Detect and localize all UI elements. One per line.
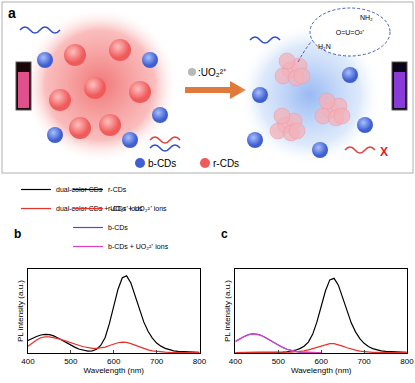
svg-text:a: a: [8, 5, 16, 21]
svg-text:r-CDs: r-CDs: [108, 186, 127, 193]
svg-text:b: b: [14, 227, 21, 241]
svg-text:dual-color CDs: dual-color CDs: [56, 186, 103, 193]
svg-text:PL intensity (a.u.): PL intensity (a.u.): [16, 280, 25, 342]
svg-text:500: 500: [272, 357, 286, 366]
svg-text:O=U=O²⁺: O=U=O²⁺: [336, 29, 365, 36]
svg-text:b-CDs: b-CDs: [148, 158, 176, 169]
svg-text::UO₂²⁺: :UO₂²⁺: [198, 67, 227, 78]
svg-text:500: 500: [64, 357, 78, 366]
svg-text:b-CDs: b-CDs: [108, 224, 128, 231]
svg-text:c: c: [221, 227, 228, 241]
svg-text:b-CDs + UO₂²⁺ ions: b-CDs + UO₂²⁺ ions: [108, 243, 169, 250]
svg-text:600: 600: [107, 357, 121, 366]
svg-text:NH₂: NH₂: [360, 14, 373, 21]
svg-text:r-CDs: r-CDs: [213, 158, 239, 169]
svg-text:400: 400: [21, 357, 35, 366]
svg-text:400: 400: [229, 357, 243, 366]
svg-text:800: 800: [193, 357, 207, 366]
svg-text:700: 700: [150, 357, 164, 366]
svg-text:X: X: [380, 145, 388, 159]
svg-text:PL intensity (a.u.): PL intensity (a.u.): [223, 280, 232, 342]
svg-text:700: 700: [357, 357, 371, 366]
svg-text:600: 600: [315, 357, 329, 366]
svg-text:dual-color CDs + UO₂²⁺ ions: dual-color CDs + UO₂²⁺ ions: [56, 205, 143, 213]
svg-text:r-CDs + UO₂²⁺ ions: r-CDs + UO₂²⁺ ions: [108, 205, 167, 212]
svg-text:Wavelength (nm): Wavelength (nm): [83, 366, 144, 375]
svg-text:H₂N: H₂N: [318, 43, 331, 50]
svg-text:Wavelength (nm): Wavelength (nm): [291, 366, 352, 375]
svg-text:800: 800: [400, 357, 414, 366]
